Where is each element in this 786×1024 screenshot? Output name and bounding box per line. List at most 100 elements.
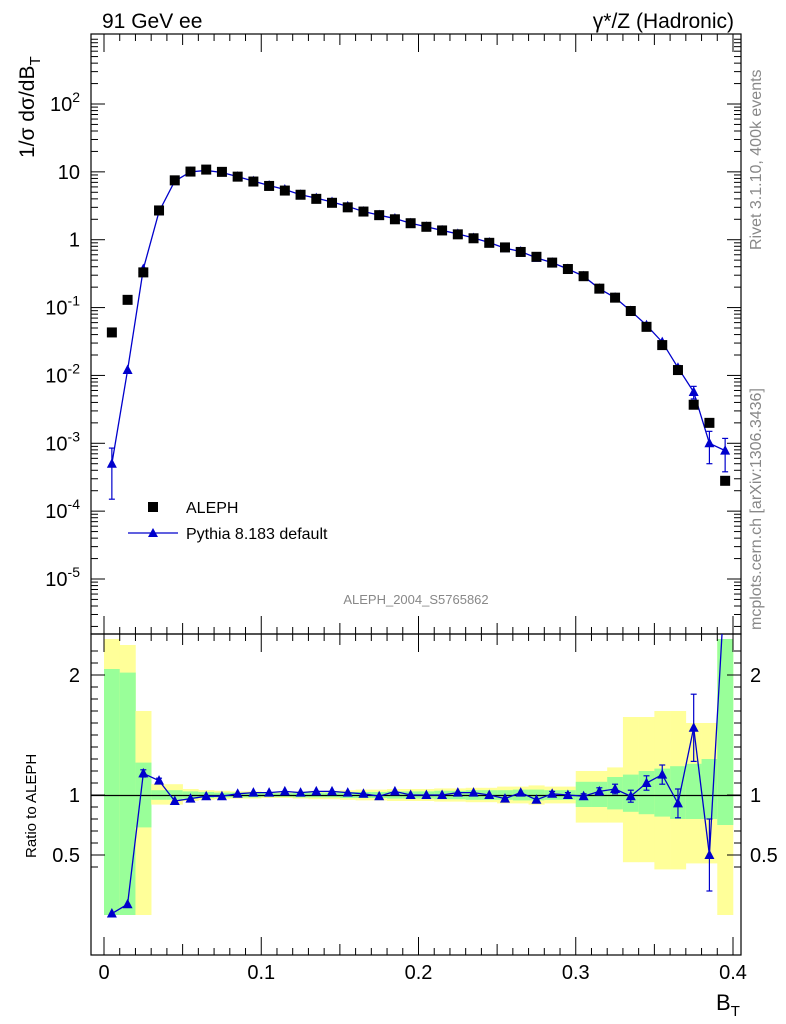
data-main-point [547,257,558,268]
main-plot-frame [90,33,742,635]
data-main-point [657,340,668,351]
data-main-point [248,176,259,187]
y-tick-label: 1 [69,230,80,252]
x-tick-label: 0.4 [719,962,747,984]
mc-ratio-point [405,789,416,799]
y-tick-label: 10-3 [45,428,80,455]
mc-ratio-point [342,787,353,797]
data-main-point [515,246,526,257]
band-inner-bin [654,768,671,817]
mc-ratio-point [374,790,385,801]
x-axis-label: BT [716,990,740,1020]
header-right-label: γ*/Z (Hadronic) [593,10,734,33]
band-inner-bin [119,672,136,915]
mc-ratio-point [672,797,683,808]
data-main-point [185,166,196,177]
y-tick-label: 10-1 [45,293,80,320]
mc-ratio-point [106,908,117,918]
data-main-point [720,475,731,486]
data-main-point [295,189,306,200]
mc-ratio-point [295,787,306,797]
data-main-point [578,271,589,282]
data-main-point [437,225,448,236]
mc-main-point [688,386,699,396]
data-main-point [216,166,227,177]
mc-ratio-line [111,634,723,915]
main-axis-ticks: 10-5 10-4 10-3 10-2 10-1 1 10 102 [45,38,741,627]
data-main-point [327,197,338,208]
data-main-point [421,221,432,232]
data-main-point [279,185,290,196]
x-tick-label: 0.1 [247,962,275,984]
data-main-point [641,321,652,332]
x-tick-label: 0.3 [562,962,590,984]
mc-ratio-point [437,789,448,799]
data-main-point [452,229,463,240]
analysis-id-label: ALEPH_2004_S5765862 [343,592,488,607]
mc-main-point [704,437,715,448]
mc-ratio-point [185,793,196,803]
mc-ratio-point [657,769,668,779]
data-main-point [405,218,416,229]
mc-ratio-point [122,898,133,909]
data-main-point [594,283,605,294]
mc-ratio-point [452,787,463,797]
ratio-uncertainty-bands [104,639,734,915]
data-main-point [704,417,715,428]
rivet-version-label: Rivet 3.1.10, 400k events [748,69,765,250]
mc-ratio-point [389,785,400,796]
mc-ratio-point [547,788,558,798]
data-main-point [688,399,699,410]
mc-ratio-point [201,790,212,801]
mc-main-line [111,169,726,464]
mc-ratio-point [216,790,227,801]
mc-ratio-point [279,785,290,796]
legend-data-marker [148,502,158,512]
y-tick-label: 10 [58,162,80,184]
data-main-point [154,205,165,216]
mc-ratio-point [169,795,180,805]
legend-mc-label: Pythia 8.183 default [186,526,328,543]
data-main-point [201,164,212,175]
band-inner-bin [717,639,734,825]
legend: ALEPH Pythia 8.183 default [128,500,328,543]
mc-ratio-point [264,787,275,797]
data-main-point [672,365,683,376]
ratio-y-tick-label-left: 2 [69,665,80,687]
mc-ratio-series [106,634,723,918]
mc-ratio-point [594,785,605,796]
y-tick-label: 10-2 [45,360,80,387]
band-inner-bin [685,763,702,819]
data-main-point [311,193,322,204]
mc-ratio-point [688,722,699,732]
mc-ratio-point [641,777,652,787]
mc-ratio-point [499,793,510,803]
mc-ratio-point [311,785,322,796]
mc-ratio-point [484,789,495,799]
legend-data-label: ALEPH [186,500,238,517]
mc-ratio-point [421,789,432,799]
ratio-y-tick-label-left: 0.5 [52,845,80,867]
main-y-axis-label: 1/σ dσ/dBT [16,56,44,158]
ratio-y-tick-label-right: 1 [750,785,761,807]
data-main-point [484,237,495,248]
data-main-point [358,206,369,217]
y-tick-label: 10-5 [45,564,80,591]
ratio-y-tick-label-right: 2 [750,665,761,687]
mc-ratio-point [358,788,369,798]
ratio-y-tick-label-right: 0.5 [750,845,778,867]
ratio-y-tick-label-left: 1 [69,785,80,807]
x-tick-label: 0.2 [405,962,433,984]
mcplots-label: mcplots.cern.ch [arXiv:1306.3436] [748,388,765,630]
data-main-point [499,242,510,253]
data-main-point [625,306,636,317]
y-tick-label: 102 [50,89,80,116]
data-main-point [138,267,149,278]
x-tick-label: 0 [98,962,109,984]
mc-ratio-point [515,787,526,797]
mc-main-series [106,164,731,500]
mc-ratio-point [327,785,338,796]
data-main-point [232,171,243,182]
mc-ratio-point [468,787,479,797]
